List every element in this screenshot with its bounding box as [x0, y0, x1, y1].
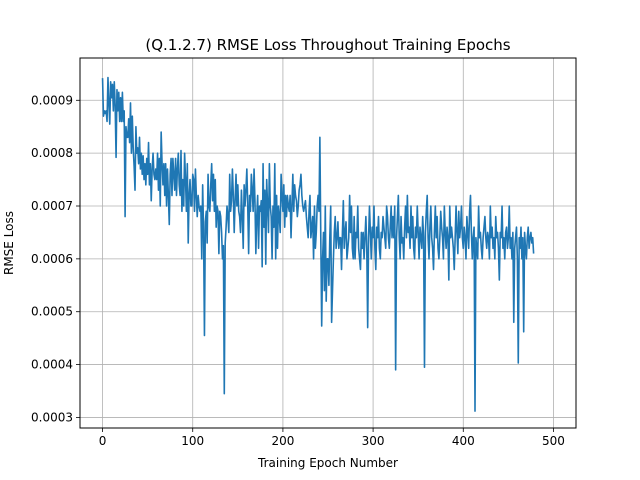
y-tick-label: 0.0004	[31, 358, 73, 372]
y-tick-label: 0.0009	[31, 93, 73, 107]
x-tick-label: 400	[452, 434, 475, 448]
x-tick-label: 100	[181, 434, 204, 448]
series-group	[101, 76, 535, 412]
x-tick-label: 500	[542, 434, 565, 448]
y-tick-label: 0.0005	[31, 305, 73, 319]
y-axis-ticks: 0.0003 0.0004 0.0005 0.0006 0.0007 0.0008 0.00…	[31, 93, 80, 424]
y-tick-label: 0.0008	[31, 146, 73, 160]
y-axis-label: RMSE Loss	[2, 211, 16, 275]
y-tick-label: 0.0003	[31, 410, 73, 424]
plot-frame	[79, 57, 577, 429]
x-tick-label: 200	[271, 434, 294, 448]
chart-title: (Q.1.2.7) RMSE Loss Throughout Training …	[145, 36, 510, 54]
x-axis-ticks: 0 100 200 300 400 500	[99, 428, 565, 448]
loss-line	[101, 76, 535, 412]
y-tick-label: 0.0007	[31, 199, 73, 213]
y-tick-label: 0.0006	[31, 252, 73, 266]
x-axis-label: Training Epoch Number	[257, 456, 398, 470]
x-tick-label: 300	[362, 434, 385, 448]
x-tick-label: 0	[99, 434, 107, 448]
